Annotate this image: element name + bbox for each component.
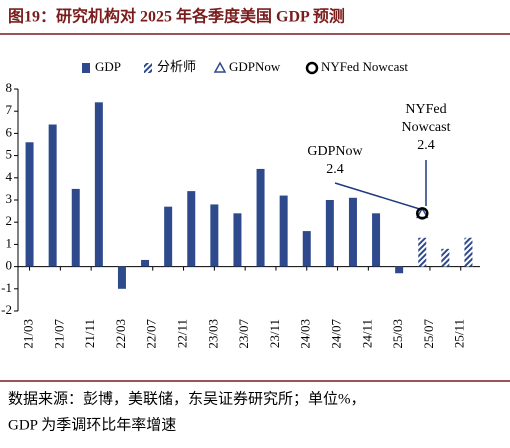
- legend-label: GDP: [95, 59, 121, 74]
- y-tick-label: 1: [6, 235, 13, 250]
- bar: [395, 266, 404, 274]
- x-tick-label: 24/03: [298, 319, 313, 349]
- marker-circle: [416, 207, 429, 220]
- x-tick-label: 25/11: [452, 319, 467, 348]
- y-tick-label: -1: [1, 280, 12, 295]
- y-tick-label: 0: [6, 258, 13, 273]
- bar: [302, 231, 311, 267]
- y-tick-label: 6: [6, 124, 13, 139]
- annotation-arrow: [334, 182, 424, 211]
- legend-label: GDPNow: [229, 59, 281, 74]
- bar: [141, 259, 150, 267]
- bar: [25, 142, 34, 267]
- x-tick-label: 24/11: [359, 319, 374, 348]
- bar: [48, 124, 57, 267]
- y-tick-label: 8: [6, 80, 13, 95]
- legend-swatch: [305, 61, 319, 75]
- y-tick-label: 3: [6, 191, 13, 206]
- legend-swatch: [82, 63, 90, 73]
- bar: [117, 266, 126, 289]
- x-tick-label: 22/03: [113, 319, 128, 349]
- bar: [418, 237, 427, 267]
- bar: [279, 195, 288, 267]
- bar: [348, 197, 357, 267]
- annotation: 2.4: [326, 162, 344, 177]
- y-tick-label: 2: [6, 213, 13, 228]
- legend-label: 分析师: [157, 59, 196, 74]
- x-tick-label: 23/03: [205, 319, 220, 349]
- annotation: Nowcast: [402, 120, 451, 135]
- bar: [233, 213, 242, 267]
- x-tick-label: 21/03: [21, 319, 36, 349]
- x-tick-label: 25/07: [421, 319, 436, 349]
- x-tick-label: 23/11: [267, 319, 282, 348]
- x-tick-label: 25/03: [390, 319, 405, 349]
- bar: [164, 206, 173, 267]
- y-tick-label: 7: [6, 102, 13, 117]
- bar: [71, 188, 80, 267]
- source: 数据来源：彭博，美联储，东吴证券研究所；单位%，: [8, 390, 366, 407]
- x-tick-label: 22/11: [175, 319, 190, 348]
- bar: [464, 237, 473, 267]
- annotation: GDPNow: [307, 144, 363, 159]
- annotation: NYFed: [405, 102, 446, 117]
- legend-swatch: [213, 61, 227, 73]
- bar: [256, 168, 265, 267]
- bar: [325, 200, 334, 267]
- y-tick-label: -2: [1, 302, 12, 317]
- chart-title: 图19：研究机构对 2025 年各季度美国 GDP 预测: [8, 7, 345, 26]
- bar: [94, 102, 103, 267]
- annotation: 2.4: [417, 138, 435, 153]
- x-tick-label: 21/11: [82, 319, 97, 348]
- bar: [210, 204, 219, 267]
- source: GDP 为季调环比年率增速: [8, 416, 176, 433]
- bar: [441, 248, 450, 267]
- y-tick-label: 5: [6, 147, 13, 162]
- x-tick-label: 22/07: [144, 319, 159, 349]
- x-tick-label: 23/07: [236, 319, 251, 349]
- x-tick-label: 21/07: [51, 319, 66, 349]
- x-tick-label: 24/07: [329, 319, 344, 349]
- bar: [187, 191, 196, 267]
- legend-swatch: [144, 63, 152, 73]
- bar: [372, 213, 381, 267]
- y-tick-label: 4: [6, 169, 13, 184]
- legend-label: NYFed Nowcast: [321, 59, 408, 74]
